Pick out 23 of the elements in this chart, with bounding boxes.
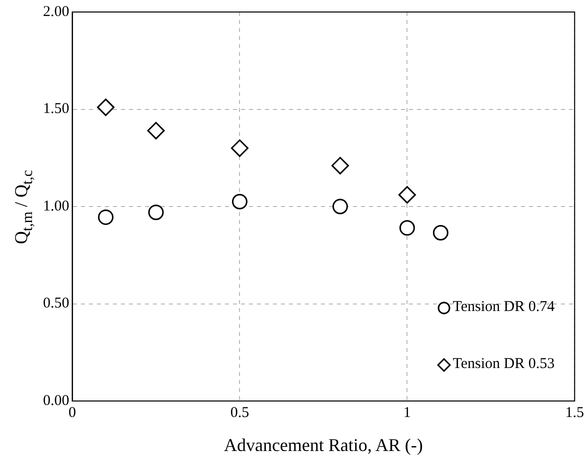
x-tick-label: 0.5	[230, 404, 250, 421]
point	[432, 225, 448, 241]
y-tick-label: 2.00	[43, 4, 70, 20]
point	[148, 204, 164, 220]
x-tick-label: 1.5	[565, 404, 584, 421]
y-tick-label: 0.50	[43, 296, 70, 312]
y-tick-label: 0.00	[43, 392, 70, 409]
legend-label: Tension DR 0.53	[452, 356, 555, 373]
point	[398, 186, 416, 204]
point	[331, 156, 349, 174]
y-tick-label: 1.00	[43, 198, 70, 214]
point	[147, 122, 165, 140]
point	[96, 98, 114, 116]
point	[230, 139, 248, 157]
y-tick-label: 1.50	[43, 101, 70, 118]
x-axis-title: Advancement Ratio, AR (-)	[222, 435, 424, 456]
x-tick-label: 1	[403, 404, 411, 421]
legend-label: Tension DR 0.74	[452, 299, 555, 316]
point	[332, 198, 348, 214]
x-tick-label: 0	[68, 404, 76, 421]
point	[232, 194, 248, 210]
point	[399, 220, 415, 236]
point	[98, 209, 114, 225]
